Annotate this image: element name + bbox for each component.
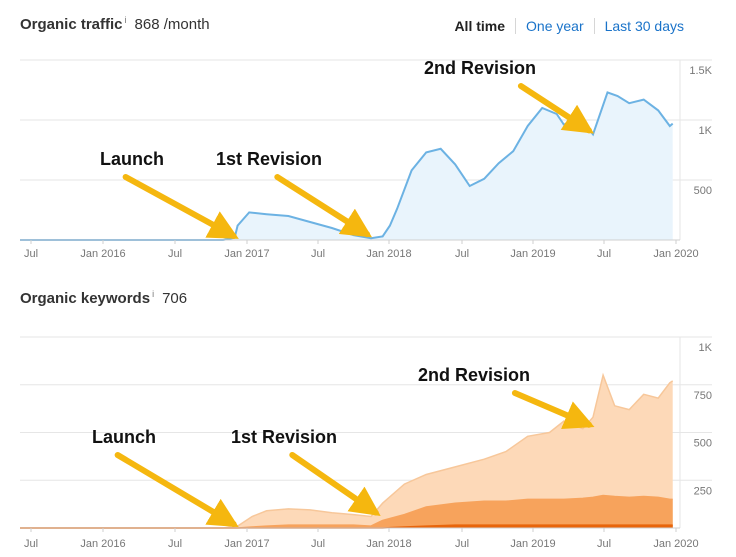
series-line-1 bbox=[20, 494, 673, 529]
traffic-line bbox=[20, 91, 674, 241]
x-tick-label: Jul bbox=[597, 538, 611, 550]
keywords-value: 706 bbox=[162, 290, 188, 307]
annotation-label: Launch bbox=[92, 427, 156, 447]
traffic-value: 868 /month bbox=[134, 16, 210, 33]
annotation-arrow bbox=[114, 452, 239, 528]
x-tick-label: Jul bbox=[597, 248, 611, 260]
x-tick-label: Jul bbox=[455, 248, 469, 260]
x-tick-label: Jan 2016 bbox=[80, 538, 125, 550]
annotation-label: 1st Revision bbox=[216, 149, 322, 169]
x-tick-label: Jul bbox=[168, 248, 182, 260]
annotation-label: 1st Revision bbox=[231, 427, 337, 447]
annotation-arrow bbox=[517, 83, 594, 134]
y-tick-label: 1K bbox=[699, 125, 713, 137]
tab-all-time[interactable]: All time bbox=[454, 18, 506, 34]
y-tick-label: 250 bbox=[694, 485, 712, 497]
x-tick-label: Jan 2017 bbox=[224, 248, 269, 260]
annotation-arrow bbox=[122, 174, 239, 239]
keywords-header: Organic keywords i 706 bbox=[20, 289, 188, 307]
annotation-arrow bbox=[511, 390, 595, 430]
x-tick-label: Jan 2017 bbox=[224, 538, 269, 550]
annotation-label: 2nd Revision bbox=[418, 365, 530, 385]
x-tick-label: Jan 2019 bbox=[510, 538, 555, 550]
x-tick-label: Jan 2019 bbox=[510, 248, 555, 260]
x-tick-label: Jan 2018 bbox=[366, 538, 411, 550]
series-line-0 bbox=[20, 372, 674, 529]
x-tick-label: Jul bbox=[455, 538, 469, 550]
x-tick-label: Jan 2020 bbox=[653, 248, 698, 260]
x-tick-label: Jul bbox=[311, 248, 325, 260]
series-area-1 bbox=[20, 495, 673, 528]
traffic-title: Organic traffic bbox=[20, 16, 123, 33]
time-range-tabs: All time One year Last 30 days bbox=[444, 18, 694, 34]
keywords-title: Organic keywords bbox=[20, 290, 151, 307]
y-tick-label: 1K bbox=[699, 342, 713, 354]
x-tick-label: Jan 2020 bbox=[653, 538, 698, 550]
y-tick-label: 1.5K bbox=[689, 65, 712, 77]
x-tick-label: Jul bbox=[24, 248, 38, 260]
y-tick-label: 750 bbox=[694, 390, 712, 402]
annotation-label: Launch bbox=[100, 149, 164, 169]
x-tick-label: Jul bbox=[311, 538, 325, 550]
x-tick-label: Jan 2016 bbox=[80, 248, 125, 260]
y-tick-label: 500 bbox=[694, 438, 712, 450]
traffic-header: Organic traffic i 868 /month bbox=[20, 15, 210, 33]
tab-last-30-days[interactable]: Last 30 days bbox=[593, 18, 694, 34]
y-tick-label: 500 bbox=[694, 185, 712, 197]
traffic-chart: 500 1K 1.5K Jul Jan 2016 Jul Jan 2017 Jul Jan 20… bbox=[20, 58, 713, 260]
series-area-0 bbox=[20, 375, 673, 528]
x-tick-label: Jul bbox=[168, 538, 182, 550]
x-tick-label: Jan 2018 bbox=[366, 248, 411, 260]
tab-one-year[interactable]: One year bbox=[515, 18, 594, 34]
keywords-info-icon[interactable]: i bbox=[152, 289, 155, 299]
x-tick-label: Jul bbox=[24, 538, 38, 550]
traffic-area bbox=[20, 92, 673, 241]
traffic-info-icon[interactable]: i bbox=[124, 15, 127, 25]
annotation-label: 2nd Revision bbox=[424, 58, 536, 78]
annotation-arrow bbox=[289, 452, 381, 516]
annotation-arrow bbox=[274, 174, 373, 238]
